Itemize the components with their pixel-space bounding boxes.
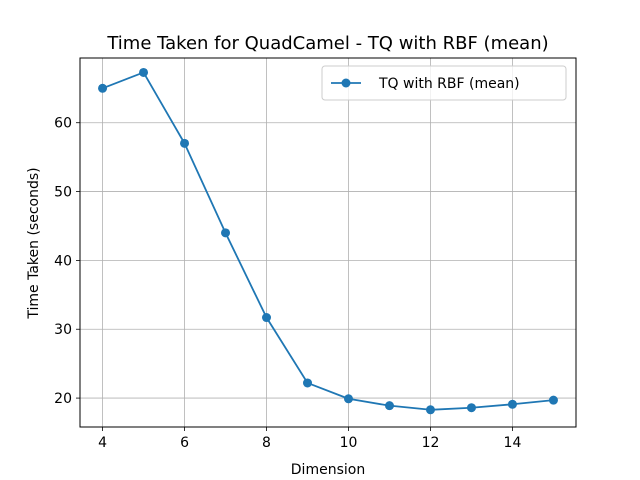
data-point xyxy=(466,403,476,413)
x-tick-label: 6 xyxy=(180,435,189,451)
grid xyxy=(80,58,576,427)
data-point xyxy=(507,399,517,409)
plot-frame xyxy=(79,57,577,428)
series-line xyxy=(102,71,554,411)
y-tick-label: 40 xyxy=(54,253,72,269)
data-point xyxy=(98,83,108,93)
data-point xyxy=(139,67,149,77)
data-point xyxy=(262,313,272,323)
y-tick-label: 20 xyxy=(54,391,72,407)
legend-box xyxy=(321,65,567,101)
legend: TQ with RBF (mean) xyxy=(321,65,567,101)
legend-marker-swatch xyxy=(341,78,351,88)
data-point xyxy=(221,228,231,238)
data-point xyxy=(180,138,190,148)
x-tick-label: 10 xyxy=(340,435,358,451)
data-point xyxy=(425,405,435,415)
data-point xyxy=(303,378,313,388)
x-axis-label: Dimension xyxy=(291,462,365,478)
x-tick-label: 4 xyxy=(98,435,107,451)
series-layer xyxy=(98,67,558,415)
y-tick-label: 30 xyxy=(54,322,72,338)
y-tick-label: 50 xyxy=(54,185,72,201)
x-tick-label: 8 xyxy=(262,435,271,451)
data-point xyxy=(343,394,353,404)
data-point xyxy=(384,401,394,411)
data-point xyxy=(548,395,558,405)
y-axis-label: Time Taken (seconds) xyxy=(26,167,42,319)
x-tick-label: 14 xyxy=(504,435,522,451)
ticks: 4 6 8 10 12 14 20 30 40 50 60 xyxy=(54,116,521,451)
x-tick-label: 12 xyxy=(422,435,440,451)
legend-entry-label: TQ with RBF (mean) xyxy=(378,76,520,92)
y-tick-label: 60 xyxy=(54,116,72,132)
chart-title: Time Taken for QuadCamel - TQ with RBF (… xyxy=(106,33,548,54)
